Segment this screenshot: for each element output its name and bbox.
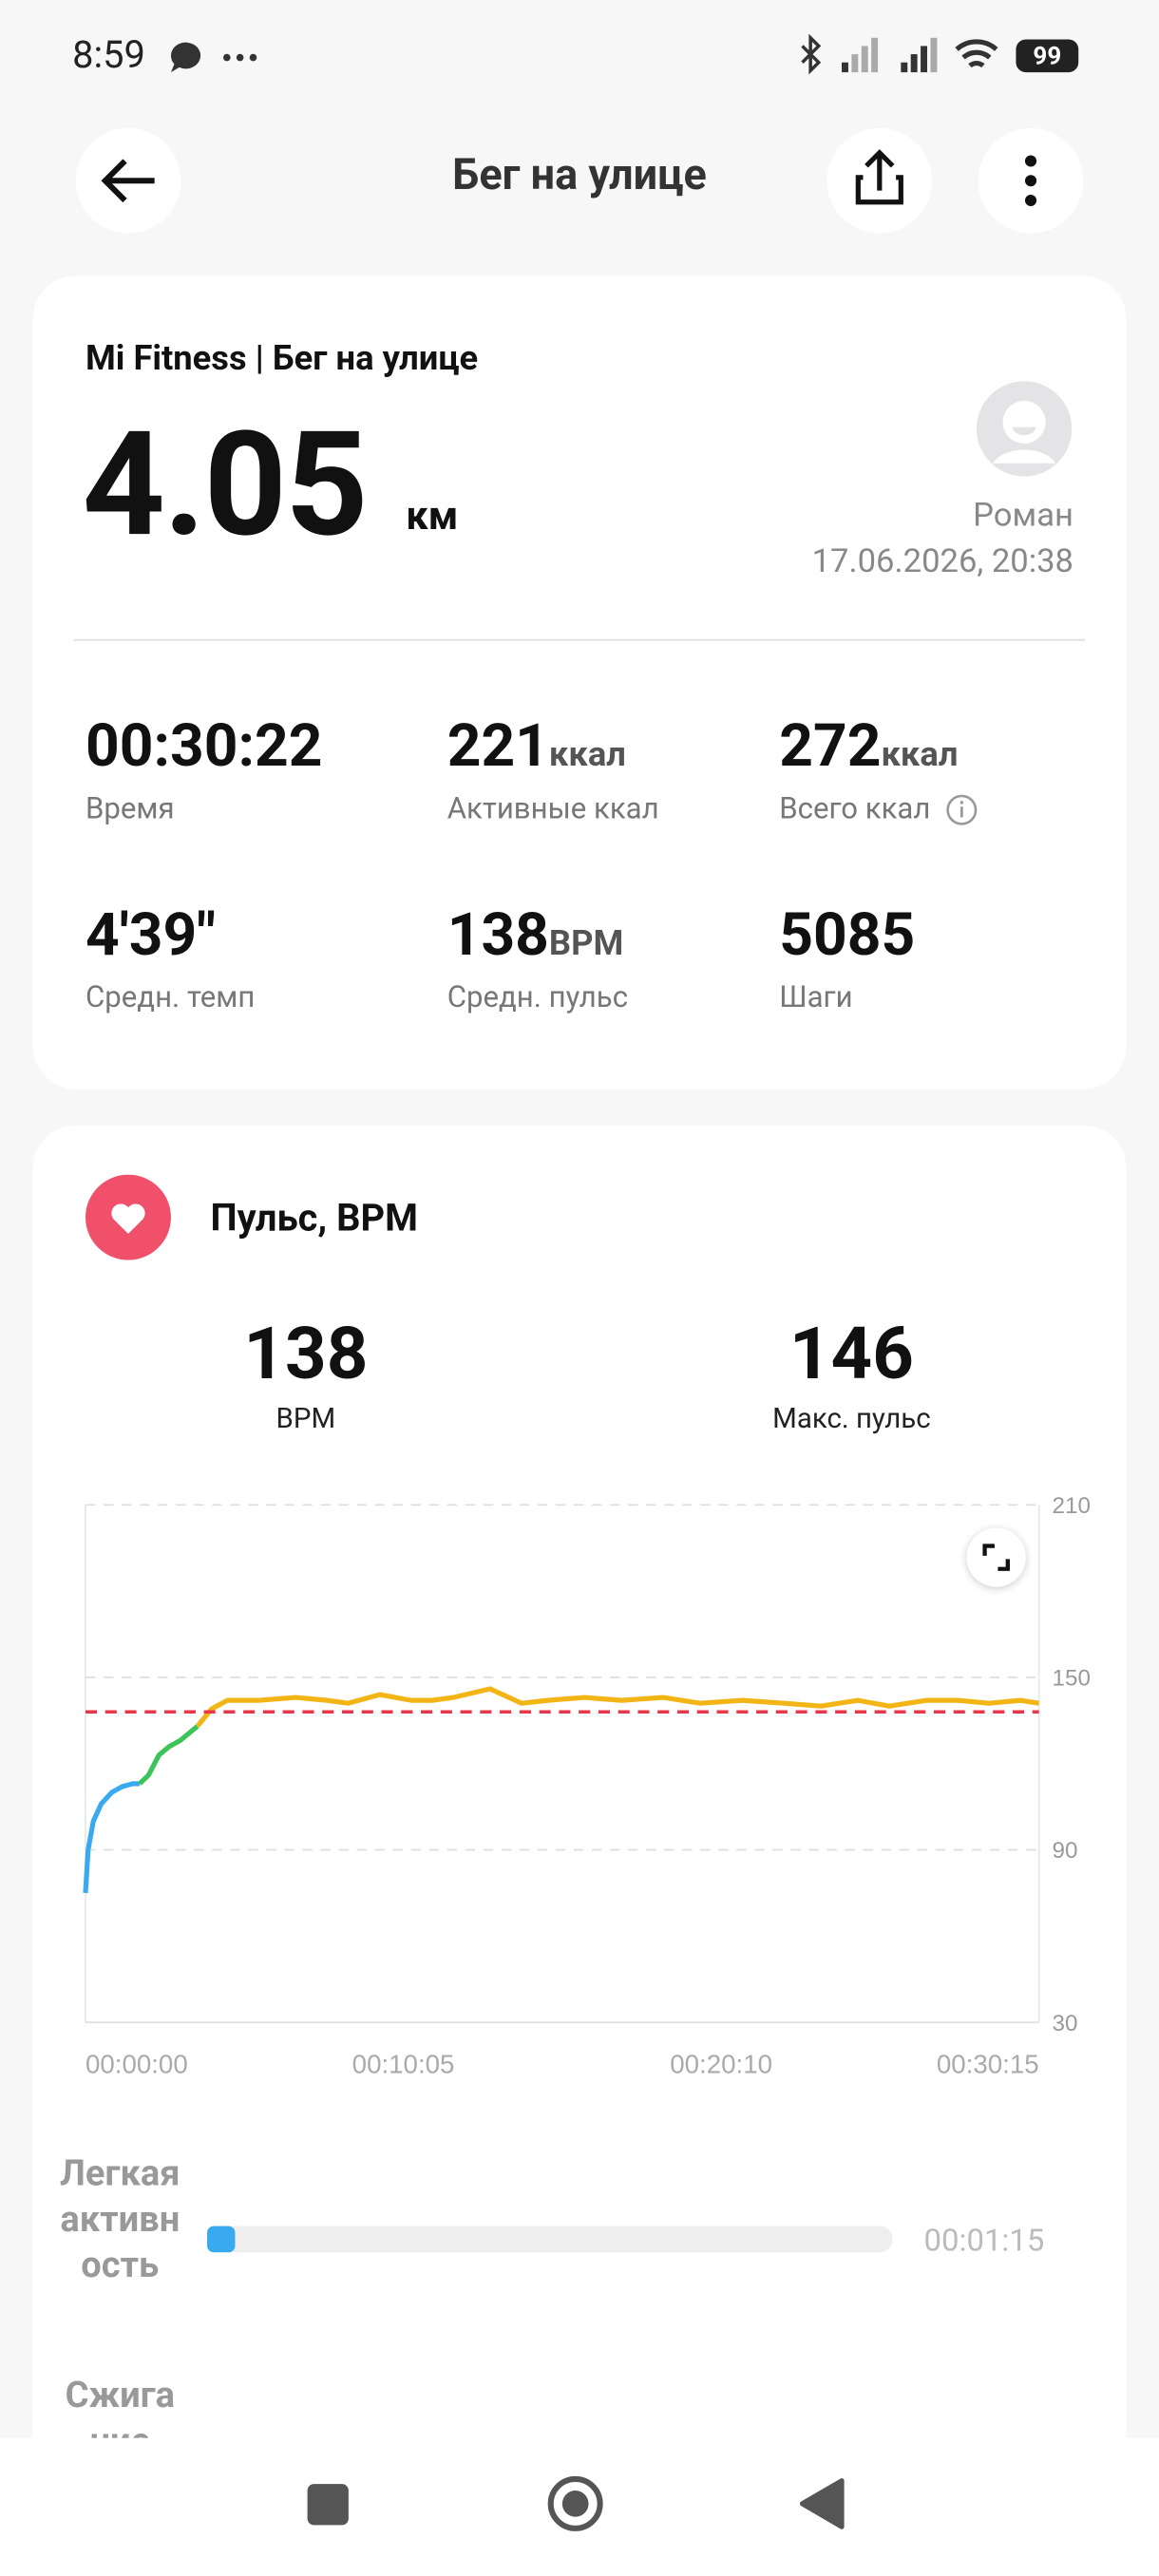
battery: 99 xyxy=(1016,39,1079,73)
zone-fill xyxy=(207,2226,236,2253)
stat-unit: BPM xyxy=(548,924,624,965)
stat-value: 4'39" xyxy=(85,900,217,970)
stat-unit: ккал xyxy=(881,735,959,776)
clock: 8:59 xyxy=(72,32,145,78)
zone-label: Легкая активность xyxy=(60,2153,180,2287)
nav-bar xyxy=(0,2437,1159,2576)
distance: 4.05 xyxy=(82,401,369,571)
stat-value-row: 4'39" xyxy=(86,900,216,970)
stat-unit: ккал xyxy=(548,735,626,776)
stat-value: 221 xyxy=(446,710,549,781)
expand-button[interactable] xyxy=(966,1527,1026,1587)
x-tick-label: 00:10:05 xyxy=(352,2050,455,2079)
stat-value-row: 221ккал xyxy=(447,711,626,781)
y-tick-label: 210 xyxy=(1053,1493,1091,1519)
stat-value-row: 272ккал xyxy=(779,711,958,781)
divider xyxy=(73,638,1086,641)
nav-icons xyxy=(307,2475,845,2531)
distance-unit: км xyxy=(406,492,459,540)
stat-value: 272 xyxy=(779,710,882,781)
info-icon[interactable] xyxy=(945,793,978,826)
stat-label: Средн. пульс xyxy=(446,980,628,1015)
stat-label: Активные ккал xyxy=(446,791,659,826)
user-name: Роман xyxy=(973,494,1074,535)
heart-title: Пульс, BPM xyxy=(210,1196,419,1241)
stat-value: 5085 xyxy=(779,900,916,970)
menu-button[interactable] xyxy=(978,127,1084,234)
x-tick-label: 00:20:10 xyxy=(670,2050,772,2079)
x-tick-label: 00:30:15 xyxy=(937,2050,1039,2079)
y-tick-label: 30 xyxy=(1053,2011,1078,2036)
expand-icon xyxy=(982,1544,1010,1571)
stat-value-row: 5085 xyxy=(779,900,915,970)
stat-label: Средн. темп xyxy=(85,980,256,1015)
hr-chart: 30 90 150 210 00:00:00 00:10:05 00:20:10 00:30:… xyxy=(83,1493,1091,2079)
hr-line xyxy=(195,1686,1040,1729)
avg-hr: 138 xyxy=(243,1311,369,1397)
page-title: Бег на улице xyxy=(452,151,707,201)
menu-icon xyxy=(1024,155,1037,207)
back-icon xyxy=(101,159,155,203)
status-icons xyxy=(170,42,257,73)
stat-value-row: 00:30:22 xyxy=(86,711,323,781)
share-button[interactable] xyxy=(826,127,933,234)
max-hr: 146 xyxy=(788,1311,914,1397)
stat-label: Всего ккал xyxy=(779,791,931,826)
workout-datetime: 17.06.2026, 20:38 xyxy=(811,540,1074,580)
heart-icon xyxy=(85,1174,171,1260)
max-hr-label: Макс. пульс xyxy=(772,1403,931,1436)
stat-value: 138 xyxy=(446,900,549,970)
zone-time: 00:01:15 xyxy=(923,2221,1045,2260)
back-button[interactable] xyxy=(75,127,181,234)
avg-hr-label: BPM xyxy=(276,1403,336,1436)
y-tick-label: 90 xyxy=(1053,1838,1078,1864)
workout-source: Mi Fitness | Бег на улице xyxy=(85,340,479,380)
avatar xyxy=(976,381,1073,477)
stat-label: Время xyxy=(85,791,175,826)
hr-line xyxy=(138,1724,200,1786)
x-tick-label: 00:00:00 xyxy=(86,2050,188,2079)
system-icons xyxy=(801,33,998,75)
y-tick-label: 150 xyxy=(1053,1666,1091,1692)
stat-value-row: 138BPM xyxy=(447,900,624,970)
summary-card xyxy=(32,275,1127,1089)
stat-value: 00:30:22 xyxy=(85,710,323,781)
stat-label: Шаги xyxy=(779,980,853,1015)
share-icon xyxy=(855,149,903,205)
hr-line xyxy=(83,1781,140,1894)
zone-track xyxy=(207,2226,893,2253)
